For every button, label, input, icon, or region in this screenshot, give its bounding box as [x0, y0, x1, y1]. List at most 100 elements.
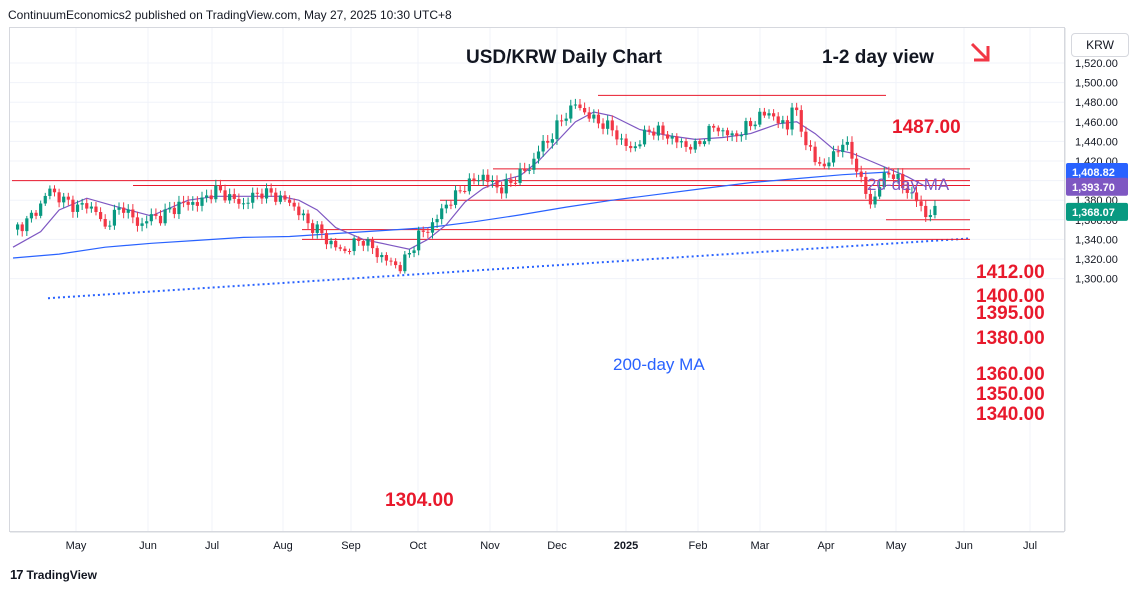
candle-body — [366, 239, 370, 246]
candle-body — [135, 217, 140, 226]
candle-body — [398, 265, 402, 272]
candle-body — [725, 130, 730, 136]
candle-body — [523, 168, 527, 171]
price-badge-label: 1,408.82 — [1072, 167, 1115, 179]
candle-body — [559, 120, 564, 122]
x-tick-label: Oct — [409, 540, 426, 552]
candle-body — [495, 180, 499, 188]
candle-body — [878, 187, 882, 197]
candle-body — [795, 107, 799, 111]
level-label-1395: 1395.00 — [976, 303, 1045, 324]
candle-body — [629, 145, 633, 149]
candle-body — [430, 222, 435, 233]
candle-body — [822, 163, 826, 167]
candle-body — [394, 261, 398, 266]
candle-body — [108, 225, 112, 227]
candle-body — [251, 192, 255, 203]
candle-body — [449, 204, 453, 206]
footer-brand: TradingView — [26, 567, 97, 582]
candle-body — [887, 172, 891, 175]
candle-body — [919, 201, 923, 206]
x-tick-label: Dec — [547, 540, 567, 552]
level-label-1412: 1412.00 — [976, 262, 1045, 283]
y-tick-label: 1,500.00 — [1075, 78, 1118, 90]
candle-body — [158, 215, 163, 224]
support-trendline — [47, 237, 971, 300]
candle-body — [476, 180, 481, 182]
candle-body — [264, 188, 269, 199]
candle-body — [914, 192, 919, 202]
candle-body — [569, 105, 573, 119]
candle-body — [274, 192, 278, 202]
candle-body — [43, 195, 47, 204]
ma200-label: 200-day MA — [613, 355, 705, 374]
candle-body — [191, 202, 195, 205]
candle-body — [767, 113, 771, 116]
candle-body — [601, 123, 605, 129]
candle-body — [472, 178, 476, 181]
candle-body — [66, 196, 70, 200]
candle-body — [541, 140, 545, 152]
currency-button[interactable]: KRW — [1071, 33, 1129, 57]
candle-body — [481, 174, 485, 181]
price-badge — [1066, 202, 1128, 221]
candle-body — [799, 110, 803, 132]
candle-body — [315, 224, 319, 233]
candle-body — [117, 207, 121, 210]
candle-body — [463, 190, 467, 192]
x-tick-label: Mar — [751, 540, 770, 552]
candle-body — [772, 113, 776, 117]
candle-layer — [16, 98, 937, 274]
candle-body — [209, 195, 213, 200]
candle-body — [670, 136, 674, 139]
candle-body — [652, 131, 656, 136]
candle-body — [776, 116, 780, 124]
candle-body — [583, 108, 587, 113]
candle-body — [57, 192, 61, 203]
candle-body — [610, 120, 614, 131]
level-label-1380: 1380.00 — [976, 328, 1045, 349]
x-tick-label: 2025 — [614, 540, 638, 552]
level-label-1400: 1400.00 — [976, 286, 1045, 307]
chart-title: USD/KRW Daily Chart — [466, 47, 663, 68]
candle-body — [112, 209, 117, 226]
candle-body — [845, 141, 849, 145]
candle-body — [98, 212, 103, 220]
candle-body — [564, 118, 568, 121]
candle-body — [75, 204, 80, 212]
candle-body — [292, 202, 296, 207]
candle-body — [661, 125, 665, 135]
y-tick-label: 1,460.00 — [1075, 117, 1118, 129]
candle-body — [311, 223, 315, 233]
candle-body — [329, 240, 333, 245]
candle-body — [656, 125, 660, 136]
level-label-1350: 1350.00 — [976, 384, 1045, 405]
candle-body — [94, 206, 98, 213]
candle-body — [195, 202, 199, 206]
candle-body — [721, 130, 725, 132]
candle-body — [228, 194, 232, 201]
candle-body — [882, 172, 886, 188]
candle-body — [550, 139, 554, 143]
candle-body — [458, 190, 462, 192]
candle-body — [831, 151, 836, 163]
x-tick-label: Feb — [689, 540, 708, 552]
x-tick-label: Aug — [273, 540, 293, 552]
candle-body — [850, 141, 854, 159]
candle-body — [186, 201, 190, 205]
candle-body — [417, 230, 421, 251]
tradingview-logo-icon: 17 — [10, 567, 24, 582]
candle-body — [532, 158, 536, 170]
y-tick-label: 1,320.00 — [1075, 254, 1118, 266]
y-tick-label: 1,480.00 — [1075, 97, 1118, 109]
candle-body — [730, 133, 734, 136]
candle-body — [712, 125, 716, 128]
candle-body — [808, 145, 813, 147]
candle-body — [854, 158, 859, 172]
candle-body — [140, 223, 144, 226]
candle-body — [255, 192, 259, 194]
x-tick-label: May — [66, 540, 87, 552]
candle-body — [527, 169, 531, 171]
